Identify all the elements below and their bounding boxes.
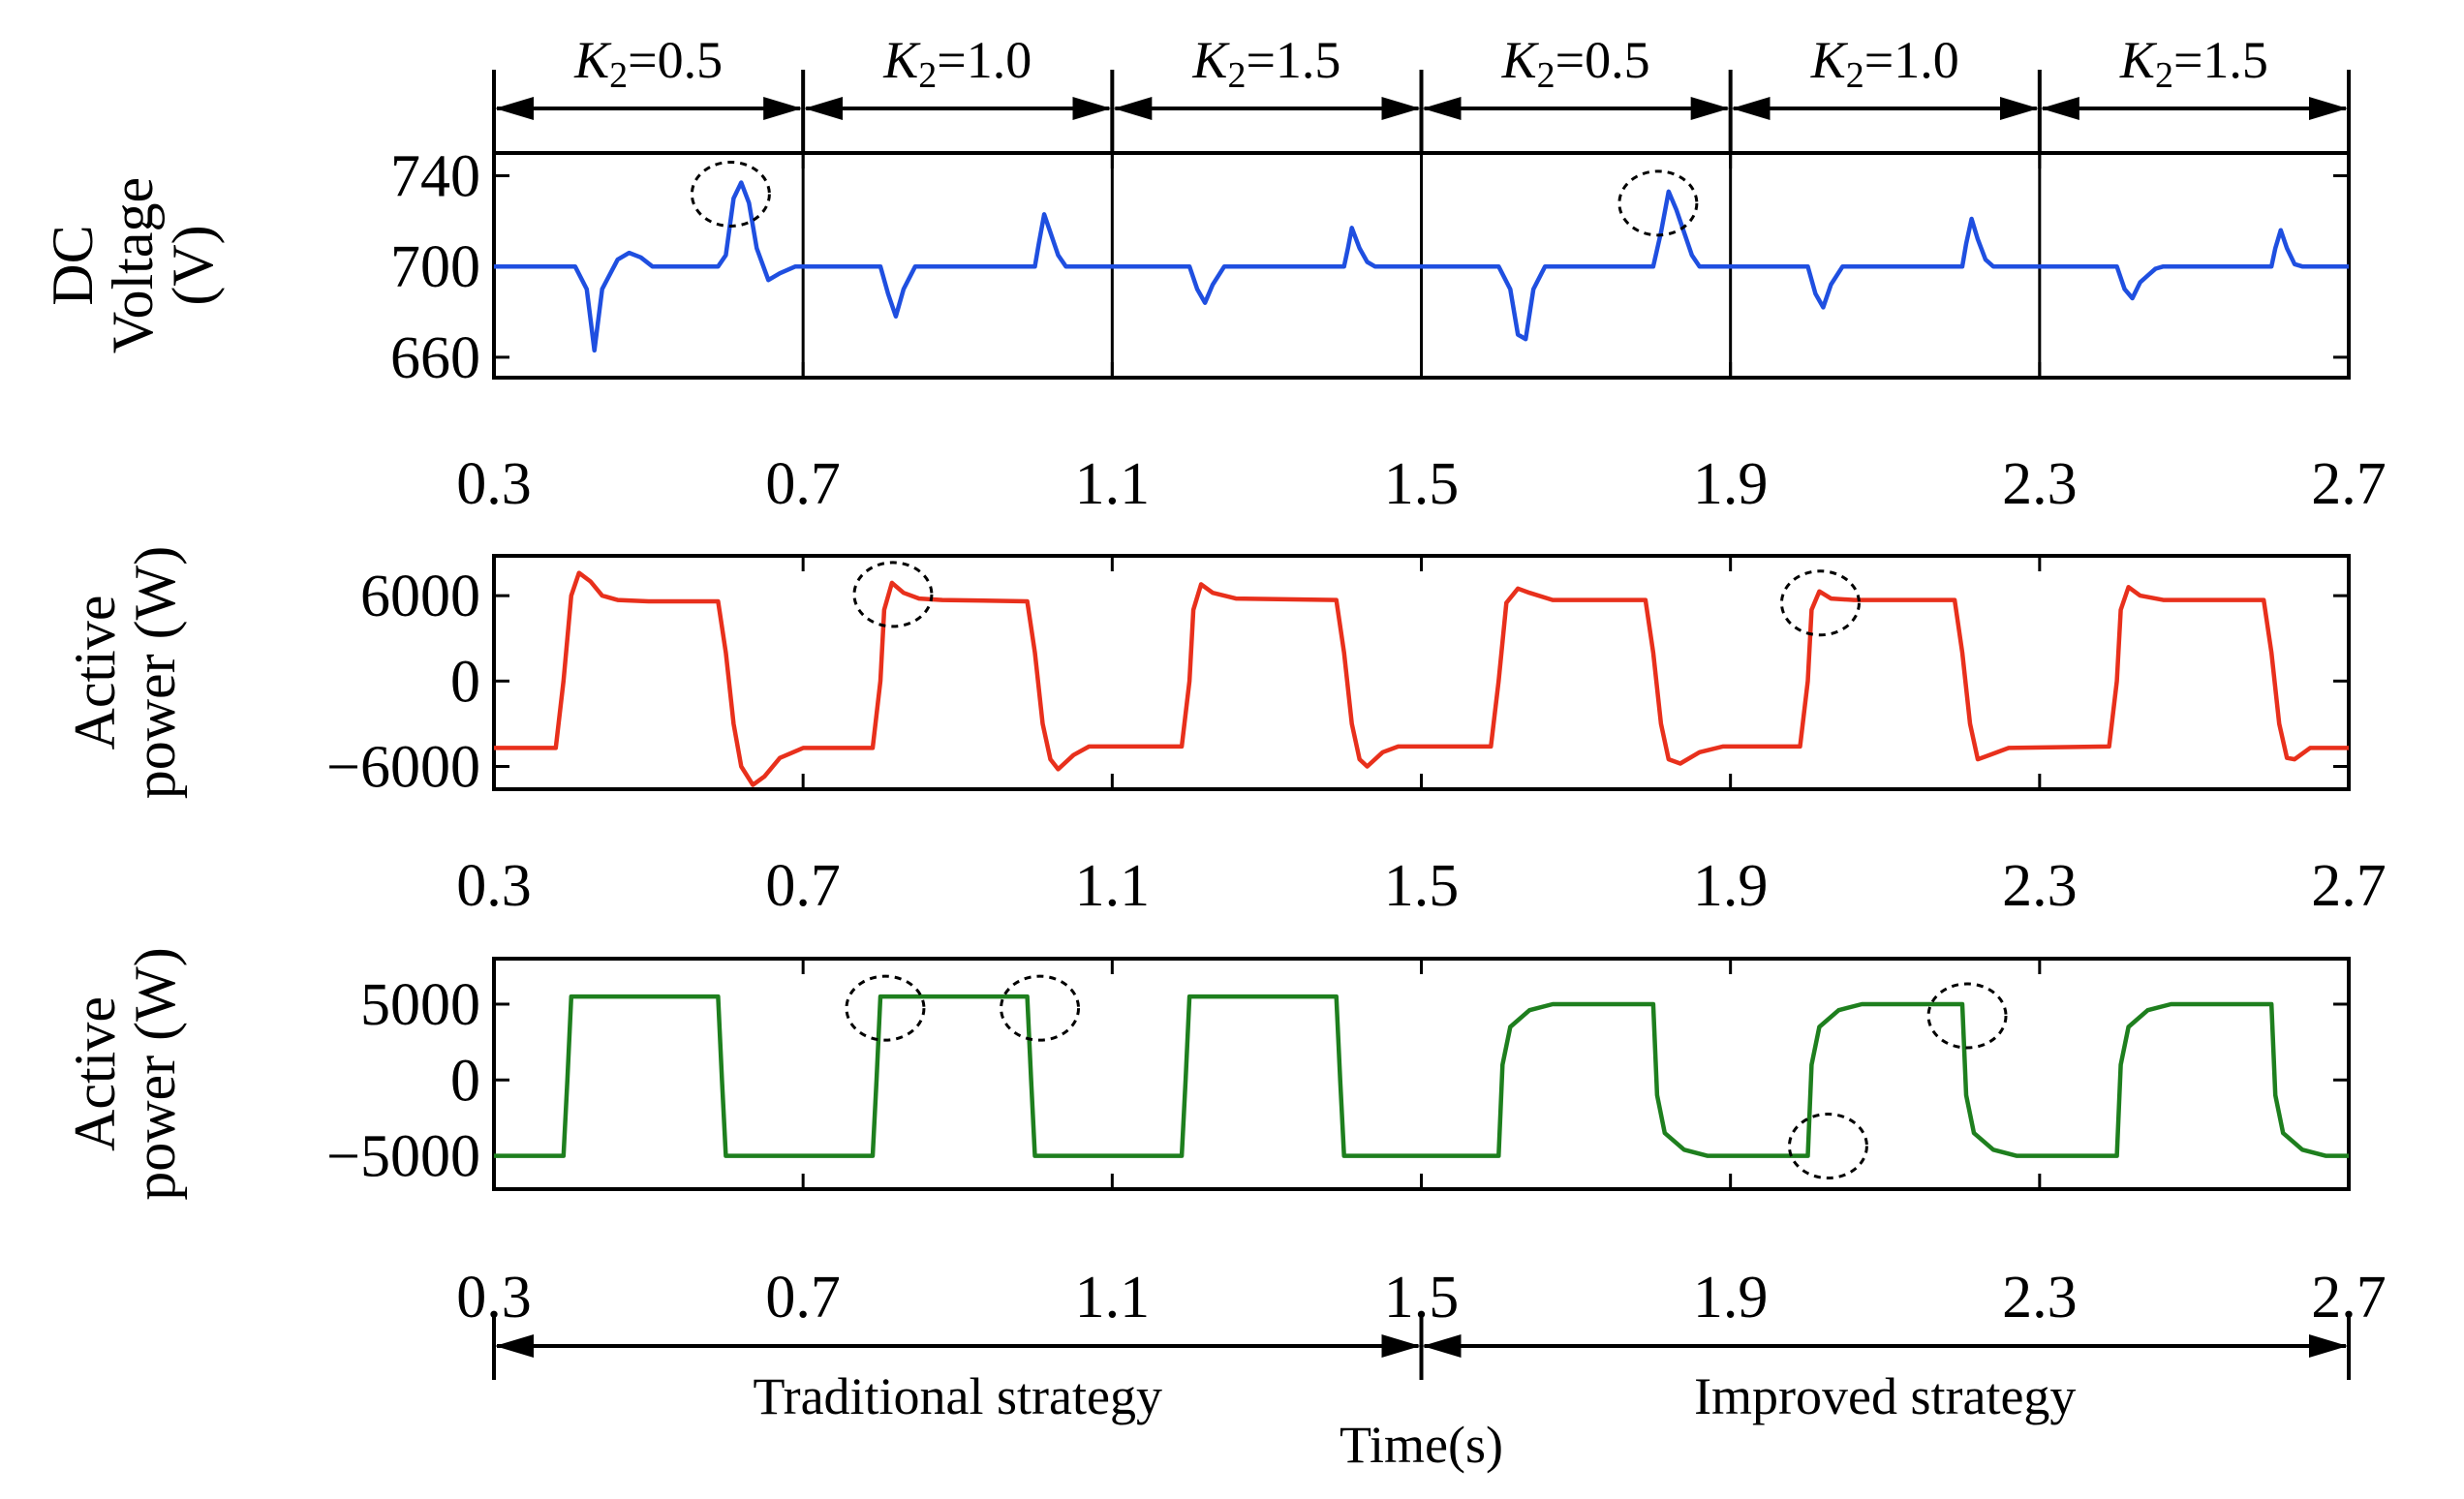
highlight-circle (852, 561, 934, 628)
x-tick-label: 2.3 (2002, 451, 2078, 517)
x-tick-label: 1.1 (1075, 853, 1151, 919)
x-tick-label: 0.7 (765, 1265, 841, 1331)
series-line (494, 180, 2349, 353)
y-tick-label: 5000 (360, 972, 480, 1038)
y-tick-label: 0 (450, 649, 480, 715)
x-tick-label: 1.1 (1075, 1265, 1151, 1331)
segment-label: K2=1.5 (2119, 31, 2268, 96)
highlight-circle (690, 160, 771, 228)
x-tick-label: 0.3 (456, 853, 532, 919)
segment-label: K2=0.5 (1501, 31, 1650, 96)
y-axis-label: DC (41, 225, 105, 305)
y-tick-label: −5000 (326, 1124, 480, 1190)
segment-label: K2=1.5 (1191, 31, 1340, 96)
panel-3: 0.3 0.7 1.1 1.5 1.9 2.3 2.7−500005000Activepow… (63, 947, 2387, 1331)
y-tick-label: 6000 (360, 564, 480, 629)
y-axis-label: Active (63, 996, 127, 1151)
x-tick-label: 1.1 (1075, 451, 1151, 517)
x-tick-label: 0.3 (456, 451, 532, 517)
y-tick-label: 0 (450, 1048, 480, 1114)
x-tick-label: 2.7 (2311, 853, 2387, 919)
region-label: Improved strategy (1694, 1367, 2076, 1425)
region-label: Traditional strategy (754, 1367, 1162, 1425)
x-tick-label: 1.5 (1384, 451, 1460, 517)
x-tick-label: 2.3 (2002, 1265, 2078, 1331)
x-axis-label: Time(s) (1340, 1416, 1503, 1474)
x-tick-label: 0.7 (765, 451, 841, 517)
x-tick-label: 2.7 (2311, 451, 2387, 517)
y-axis-label: Voltage (101, 177, 165, 353)
series-line (494, 570, 2349, 787)
segment-label: K2=0.5 (573, 31, 723, 96)
panel-1: 0.3 0.7 1.1 1.5 1.9 2.3 2.7 660 700 740 DCVoltage(… (41, 143, 2387, 517)
highlight-circle (1779, 569, 1861, 637)
highlight-circle (1787, 1113, 1868, 1180)
x-tick-label: 1.9 (1693, 853, 1769, 919)
highlight-circle (845, 974, 926, 1042)
highlight-circle (1926, 982, 2008, 1050)
x-tick-label: 1.9 (1693, 451, 1769, 517)
y-axis-label: power (W) (123, 546, 187, 800)
y-tick-label: −6000 (326, 734, 480, 800)
y-tick-label: 700 (390, 234, 480, 300)
highlight-circle (1617, 169, 1699, 237)
y-tick-label: 740 (390, 143, 480, 209)
y-axis-label: (V) (161, 225, 225, 305)
y-tick-label: 660 (390, 325, 480, 391)
x-tick-label: 2.3 (2002, 853, 2078, 919)
segment-label: K2=1.0 (1810, 31, 1959, 96)
x-tick-label: 0.7 (765, 853, 841, 919)
panel-2: 0.3 0.7 1.1 1.5 1.9 2.3 2.7 −6000 0 6000 Activepow… (63, 546, 2387, 919)
x-tick-label: 1.9 (1693, 1265, 1769, 1331)
plot-frame (492, 554, 2351, 791)
segment-label: K2=1.0 (882, 31, 1032, 96)
highlight-circle (1000, 974, 1081, 1042)
y-axis-label: power (W) (123, 947, 187, 1201)
y-axis-label: Active (63, 596, 127, 750)
series-line (494, 994, 2349, 1158)
x-tick-label: 1.5 (1384, 853, 1460, 919)
